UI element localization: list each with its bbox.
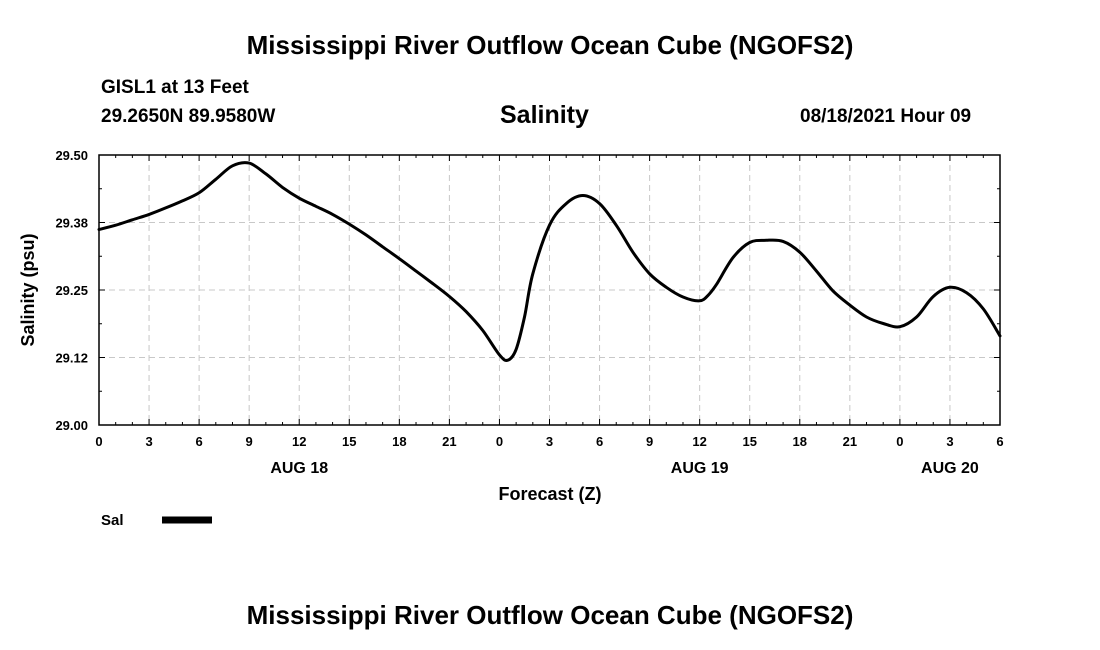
x-tick-label: 0 [496, 434, 503, 449]
x-tick-label: 12 [692, 434, 706, 449]
x-tick-label: 9 [246, 434, 253, 449]
x-tick-label: 0 [896, 434, 903, 449]
date-label: AUG 20 [921, 460, 979, 477]
x-axis-title: Forecast (Z) [498, 484, 601, 504]
x-tick-label: 3 [946, 434, 953, 449]
x-tick-label: 15 [742, 434, 756, 449]
y-tick-labels: 29.00 29.12 29.25 29.38 29.50 [55, 148, 88, 433]
x-tick-label: 3 [145, 434, 152, 449]
date-labels: AUG 18 AUG 19 AUG 20 [270, 460, 979, 477]
chart-title-bottom: Mississippi River Outflow Ocean Cube (NG… [246, 600, 854, 630]
station-label: GISL1 at 13 Feet [101, 77, 249, 98]
timestamp-label: 08/18/2021 Hour 09 [800, 106, 972, 127]
station-coordinates: 29.2650N 89.9580W [101, 106, 276, 127]
x-tick-label: 9 [646, 434, 653, 449]
x-tick-label: 6 [996, 434, 1003, 449]
x-tick-label: 12 [292, 434, 306, 449]
x-tick-label: 15 [342, 434, 356, 449]
y-tick-label: 29.50 [55, 148, 88, 163]
date-label: AUG 18 [270, 460, 328, 477]
x-tick-label: 18 [392, 434, 406, 449]
y-axis-title: Salinity (psu) [18, 233, 38, 346]
series-line-sal [97, 161, 1002, 362]
x-tick-label: 0 [95, 434, 102, 449]
date-label: AUG 19 [671, 460, 729, 477]
x-tick-label: 6 [596, 434, 603, 449]
x-tick-label: 21 [843, 434, 857, 449]
y-tick-label: 29.00 [55, 418, 88, 433]
x-tick-label: 3 [546, 434, 553, 449]
grid-lines [99, 155, 1000, 425]
legend-label-sal: Sal [101, 512, 124, 529]
y-tick-label: 29.12 [55, 351, 88, 366]
x-tick-label: 21 [442, 434, 456, 449]
x-tick-label: 18 [793, 434, 807, 449]
x-tick-label: 6 [195, 434, 202, 449]
variable-title: Salinity [500, 101, 589, 129]
y-tick-label: 29.38 [55, 216, 88, 231]
y-tick-label: 29.25 [55, 283, 88, 298]
plot-frame [98, 154, 1001, 426]
x-tick-labels: 0 3 6 9 12 15 18 21 0 3 6 9 12 15 18 21 0 3 6 [95, 434, 1003, 449]
chart-title-top: Mississippi River Outflow Ocean Cube (NG… [246, 30, 854, 60]
